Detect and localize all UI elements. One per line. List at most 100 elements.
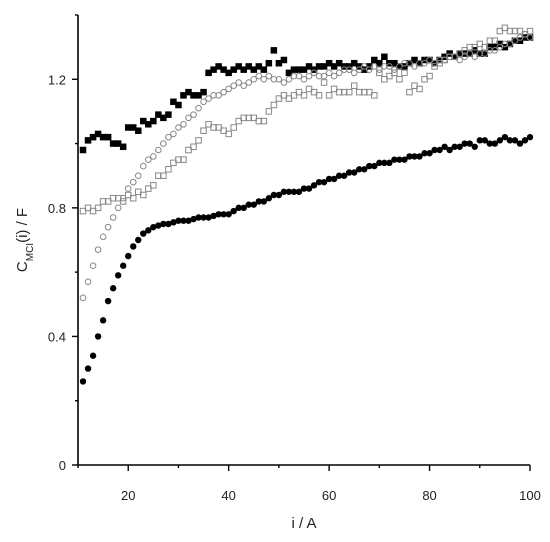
data-point (391, 69, 398, 77)
series-4 (79, 133, 534, 385)
data-point (139, 162, 147, 170)
data-point (421, 59, 428, 67)
data-point (411, 56, 418, 64)
x-ticks: 20 40 60 80 100 (77, 465, 541, 503)
data-point (335, 59, 343, 67)
data-point (406, 59, 413, 67)
data-point (381, 159, 388, 167)
data-point (109, 285, 117, 292)
data-point (295, 66, 303, 73)
data-point (491, 37, 499, 44)
data-point (300, 92, 308, 99)
data-point (119, 143, 127, 151)
data-point (230, 207, 237, 215)
data-point (295, 72, 303, 80)
data-point (441, 143, 448, 150)
data-point (220, 66, 227, 73)
data-point (426, 56, 433, 64)
data-point (109, 214, 117, 221)
data-point (340, 66, 348, 73)
data-point (476, 137, 483, 144)
data-point (320, 79, 328, 86)
data-point (315, 178, 323, 186)
data-point (114, 140, 122, 147)
data-point (120, 262, 127, 269)
data-point (240, 82, 248, 90)
data-point (280, 56, 288, 64)
data-point (396, 63, 403, 70)
data-point (250, 201, 257, 208)
data-point (99, 317, 107, 324)
data-point (416, 59, 423, 67)
data-point (250, 75, 258, 83)
data-point (320, 178, 328, 186)
data-point (160, 140, 167, 147)
data-point (260, 66, 268, 73)
data-point (230, 124, 237, 131)
data-point (285, 188, 293, 195)
data-point (155, 111, 162, 118)
data-point (205, 95, 212, 102)
data-point (426, 72, 433, 80)
data-point (180, 217, 187, 224)
data-point (491, 47, 499, 54)
data-point (84, 365, 92, 372)
data-point (471, 143, 478, 150)
data-point (180, 92, 187, 99)
y-tick-label: 0.4 (48, 329, 66, 344)
data-point (285, 69, 293, 77)
data-point (456, 50, 463, 57)
data-point (320, 72, 328, 80)
data-point (240, 204, 247, 212)
data-point (421, 150, 428, 157)
data-point (376, 159, 383, 167)
data-point (436, 56, 443, 64)
data-point (335, 69, 343, 77)
data-point (270, 75, 278, 83)
data-point (190, 143, 197, 151)
data-point (104, 133, 112, 141)
data-point (180, 120, 187, 128)
data-point (486, 140, 494, 147)
data-point (481, 137, 488, 144)
data-point (511, 37, 519, 44)
data-point (119, 198, 127, 205)
data-point (84, 137, 92, 144)
axes (77, 15, 530, 466)
data-point (145, 156, 152, 163)
data-point (79, 294, 87, 302)
data-point (461, 140, 468, 147)
data-point (195, 137, 202, 144)
data-point (356, 166, 363, 173)
data-point (205, 214, 212, 221)
data-point (145, 121, 152, 128)
data-point (109, 140, 117, 147)
data-point (526, 133, 534, 141)
data-point (210, 66, 217, 73)
data-point (401, 156, 408, 163)
data-point (170, 219, 177, 226)
data-point (190, 215, 197, 223)
data-point (275, 191, 283, 199)
data-point (265, 72, 273, 80)
data-point (310, 69, 318, 77)
data-point (190, 111, 197, 118)
data-point (300, 185, 308, 192)
data-point (526, 27, 534, 35)
data-point (265, 195, 273, 202)
data-point (511, 37, 519, 45)
x-tick-label: 40 (221, 488, 235, 503)
data-point (94, 130, 102, 138)
data-point (125, 252, 132, 260)
data-point (275, 75, 283, 83)
data-point (365, 66, 373, 73)
data-point (501, 40, 509, 48)
data-point (371, 92, 378, 99)
data-point (84, 278, 92, 286)
data-point (391, 156, 398, 163)
data-point (290, 66, 298, 73)
data-point (305, 185, 313, 192)
data-point (210, 92, 217, 99)
data-point (260, 75, 268, 83)
